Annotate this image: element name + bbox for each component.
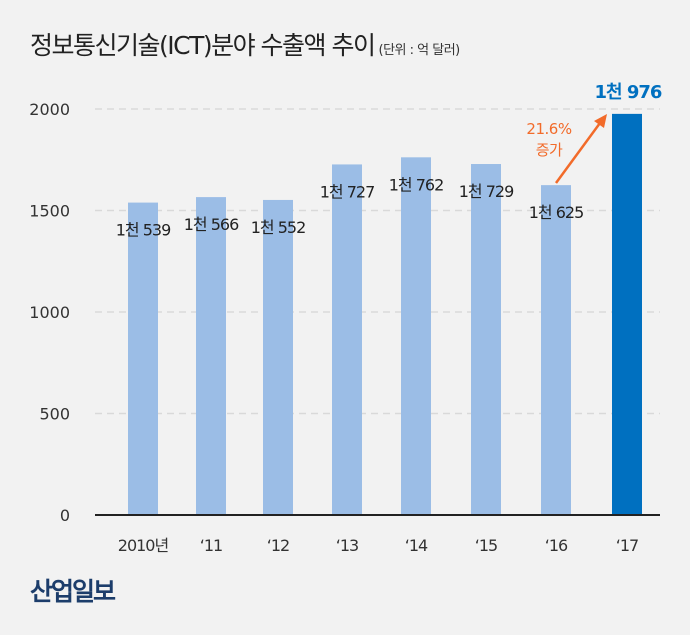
data-label: 1천 729 [459, 182, 514, 201]
y-tick-label: 0 [60, 506, 70, 525]
x-tick-label: ‘16 [545, 536, 568, 555]
bar [332, 164, 362, 515]
x-tick-label: ‘12 [267, 536, 289, 555]
data-label: 1천 552 [251, 218, 306, 237]
x-tick-label: ‘15 [475, 536, 497, 555]
chart-title: 정보통신기술(ICT)분야 수출액 추이 (단위 : 억 달러) [30, 26, 460, 62]
data-label: 1천 625 [529, 203, 584, 222]
data-label: 1천 539 [116, 221, 171, 240]
data-label: 1천 566 [184, 215, 239, 234]
y-tick-label: 1500 [29, 202, 70, 221]
data-label: 1천 762 [389, 175, 444, 194]
bar [541, 185, 571, 515]
bar [196, 197, 226, 516]
bar [263, 199, 293, 515]
annotation-arrow [554, 122, 602, 184]
x-tick-label: ‘11 [200, 536, 222, 555]
bar [471, 164, 501, 515]
data-label: 1천 727 [320, 182, 375, 201]
bar [401, 157, 431, 515]
annotation-text: 21.6% [526, 120, 571, 138]
logo: 산업일보 [30, 577, 116, 606]
x-tick-label: ‘17 [616, 536, 638, 555]
title-text: 정보통신기술(ICT)분야 수출액 추이 [30, 31, 376, 60]
bar [128, 202, 158, 515]
arrow-head-icon [594, 114, 607, 128]
x-tick-label: 2010년 [118, 536, 169, 555]
data-label: 1천 976 [595, 82, 662, 103]
x-tick-label: ‘14 [405, 536, 428, 555]
y-tick-label: 500 [39, 405, 70, 424]
x-tick-label: ‘13 [336, 536, 358, 555]
bar [612, 113, 642, 515]
unit-label: (단위 : 억 달러) [378, 43, 461, 58]
y-tick-label: 1000 [29, 303, 70, 322]
y-tick-label: 2000 [29, 100, 70, 119]
annotation-text: 증가 [536, 141, 563, 159]
